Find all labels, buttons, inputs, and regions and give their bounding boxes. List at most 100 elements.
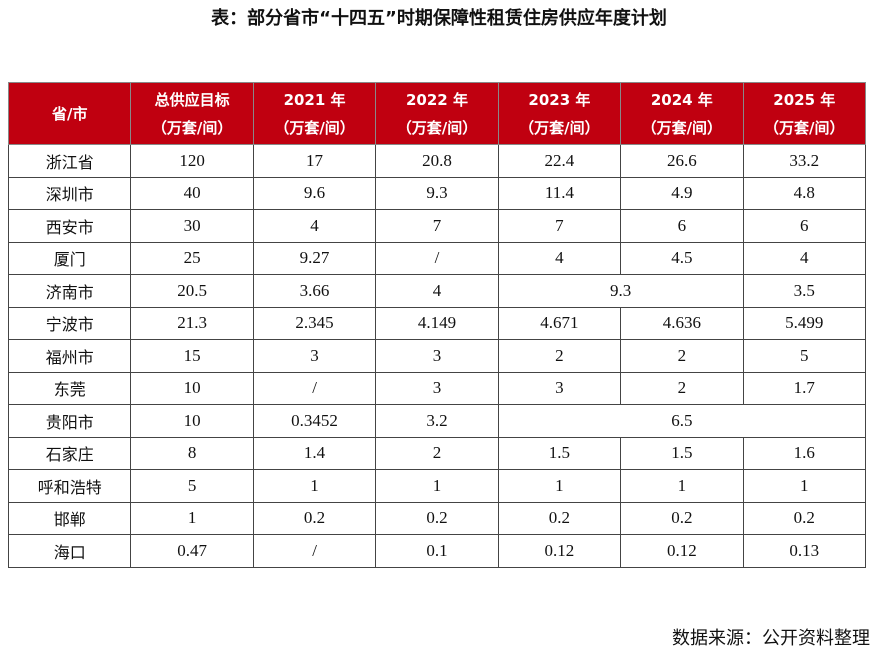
value-cell: 26.6 xyxy=(620,144,744,178)
table-row: 福州市 15 3 3 2 2 5 xyxy=(7,339,867,373)
value-cell: 4 xyxy=(742,241,867,275)
value-cell: 9.3 xyxy=(497,274,744,308)
value-cell: 4.5 xyxy=(620,241,744,275)
table-row: 石家庄 8 1.4 2 1.5 1.5 1.6 xyxy=(7,436,867,470)
value-cell: 6 xyxy=(742,209,867,243)
table-row: 东莞 10/3 3 2 1.7 xyxy=(7,371,867,405)
region-cell: 宁波市 xyxy=(7,306,132,340)
header-cell: 2022 年 （万套/间） xyxy=(375,82,499,145)
value-cell: 40 xyxy=(130,176,254,210)
value-cell: 3.2 xyxy=(375,404,499,438)
table-row: 贵阳市 10 0.3452 3.2 6.5 xyxy=(7,404,867,438)
value-cell: 9.27 xyxy=(252,241,377,275)
header-line: 2021 年 xyxy=(283,90,346,109)
value-cell: 4.149 xyxy=(375,306,499,340)
value-cell: 11.4 xyxy=(497,176,622,210)
table-row: 邯郸 1 0.2 0.2 0.2 0.2 0.2 xyxy=(7,501,867,535)
table-row: 厦门 25 9.27/4 4.5 4 xyxy=(7,241,867,275)
value-cell: 0.1 xyxy=(375,534,499,568)
region-cell: 浙江省 xyxy=(7,144,132,178)
value-cell: 1.5 xyxy=(497,436,622,470)
header-line: （万套/间） xyxy=(151,118,233,137)
value-cell: 0.2 xyxy=(252,501,377,535)
value-cell: 4.636 xyxy=(620,306,744,340)
value-cell: 2 xyxy=(375,436,499,470)
value-cell: 1 xyxy=(742,469,867,503)
header-cell: 2024 年 （万套/间） xyxy=(620,82,744,145)
value-cell: 3 xyxy=(375,339,499,373)
value-cell: 1 xyxy=(130,501,254,535)
region-cell: 贵阳市 xyxy=(7,404,132,438)
title: 表：部分省市“十四五”时期保障性租赁住房供应年度计划 xyxy=(211,8,667,29)
value-cell: 3 xyxy=(497,371,622,405)
value-cell: 0.12 xyxy=(497,534,622,568)
region-cell: 西安市 xyxy=(7,209,132,243)
value-cell: 7 xyxy=(375,209,499,243)
header-line: （万套/间） xyxy=(764,118,845,137)
header-line: （万套/间） xyxy=(396,118,478,137)
value-cell: 1 xyxy=(497,469,622,503)
value-cell: 6 xyxy=(620,209,744,243)
region-cell: 福州市 xyxy=(7,339,132,373)
value-cell: 5 xyxy=(130,469,254,503)
region-cell: 东莞 xyxy=(7,371,132,405)
header-line: 2025 年 xyxy=(773,90,836,109)
header-cell: 2021 年 （万套/间） xyxy=(252,82,377,145)
region-cell: 济南市 xyxy=(7,274,132,308)
value-cell: 30 xyxy=(130,209,254,243)
value-cell: 4.9 xyxy=(620,176,744,210)
value-cell: 1 xyxy=(620,469,744,503)
value-cell: 17 xyxy=(252,144,377,178)
region-cell: 厦门 xyxy=(7,241,132,275)
value-cell: 20.8 xyxy=(375,144,499,178)
table-row: 海口 0.47/0.1 0.12 0.12 0.13 xyxy=(7,534,867,568)
table-row: 西安市 30 4 7 7 6 6 xyxy=(7,209,867,243)
table-row: 宁波市 21.3 2.345 4.149 4.671 4.636 5.499 xyxy=(7,306,867,340)
value-cell: 2.345 xyxy=(252,306,377,340)
header-line: 2024 年 xyxy=(650,90,713,109)
value-cell: 2 xyxy=(620,371,744,405)
value-cell: 0.47 xyxy=(130,534,254,568)
value-cell: / xyxy=(252,371,377,405)
header-line: 总供应目标 xyxy=(154,90,230,109)
value-cell: 4 xyxy=(252,209,377,243)
value-cell: 9.3 xyxy=(375,176,499,210)
value-cell: 1.6 xyxy=(742,436,867,470)
value-cell: / xyxy=(252,534,377,568)
value-cell: 5.499 xyxy=(742,306,867,340)
value-cell: / xyxy=(375,241,499,275)
value-cell: 10 xyxy=(130,371,254,405)
header-line: 2023 年 xyxy=(528,90,591,109)
region-cell: 石家庄 xyxy=(7,436,132,470)
value-cell: 10 xyxy=(130,404,254,438)
value-cell: 33.2 xyxy=(742,144,867,178)
table: 省/市 总供应目标 （万套/间） 2021 年（万套/间） 2022 年（万套/间） 20… xyxy=(7,82,867,568)
value-cell: 1.7 xyxy=(742,371,867,405)
value-cell: 1 xyxy=(252,469,377,503)
value-cell: 1 xyxy=(375,469,499,503)
header-line: （万套/间） xyxy=(274,118,355,137)
header-row: 省/市 总供应目标 （万套/间） 2021 年（万套/间） 2022 年（万套/间） 20… xyxy=(7,82,867,145)
value-cell: 7 xyxy=(497,209,622,243)
value-cell: 0.12 xyxy=(620,534,744,568)
value-cell: 0.2 xyxy=(375,501,499,535)
source-note: 数据来源：公开资料整理 xyxy=(672,628,870,649)
table-row: 深圳市 40 9.6 9.3 11.4 4.9 4.8 xyxy=(7,176,867,210)
value-cell: 8 xyxy=(130,436,254,470)
header-line: （万套/间） xyxy=(641,118,723,137)
region-cell: 呼和浩特 xyxy=(7,469,132,503)
header-line: 2022 年 xyxy=(405,90,468,109)
value-cell: 5 xyxy=(742,339,867,373)
value-cell: 0.3452 xyxy=(252,404,377,438)
value-cell: 20.5 xyxy=(130,274,254,308)
region-cell: 深圳市 xyxy=(7,176,132,210)
value-cell: 0.2 xyxy=(497,501,622,535)
value-cell: 21.3 xyxy=(130,306,254,340)
region-cell: 邯郸 xyxy=(7,501,132,535)
header-line: 省/市 xyxy=(51,104,88,123)
value-cell: 1.5 xyxy=(620,436,744,470)
value-cell: 3 xyxy=(252,339,377,373)
value-cell: 15 xyxy=(130,339,254,373)
value-cell: 22.4 xyxy=(497,144,622,178)
